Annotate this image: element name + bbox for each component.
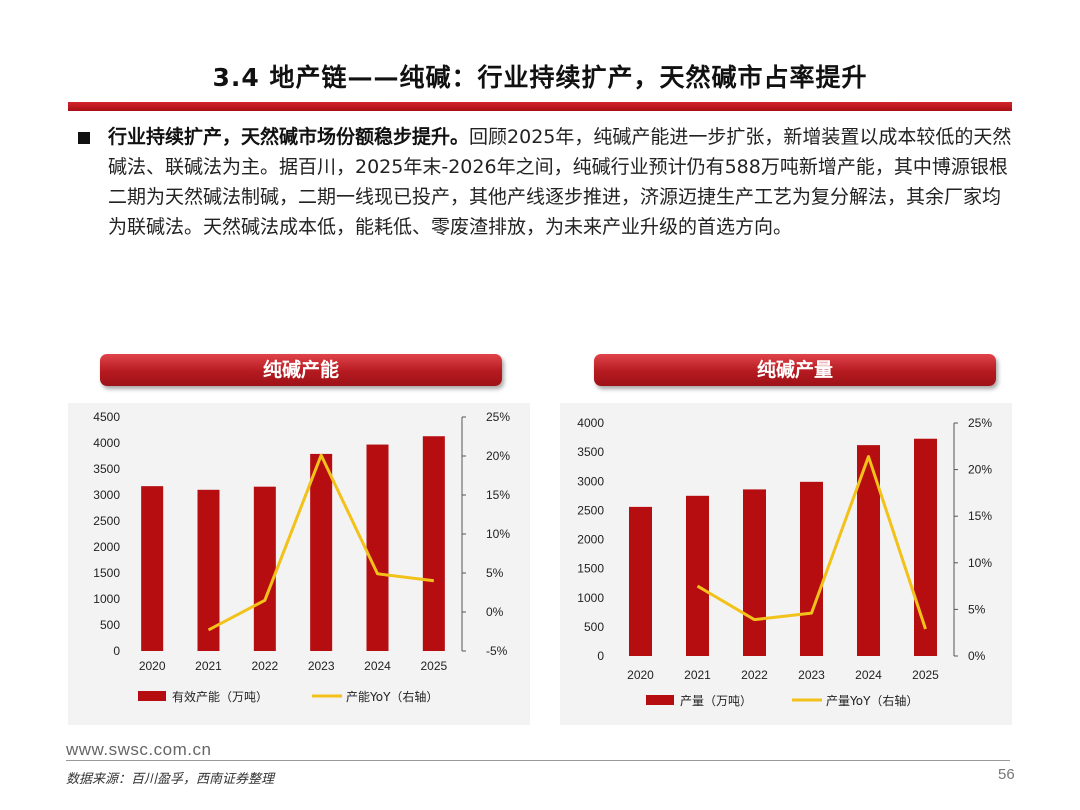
page-title: 3.4 地产链——纯碱：行业持续扩产，天然碱市占率提升 — [212, 63, 868, 92]
bar-2022 — [743, 489, 766, 656]
x-tick-label: 2024 — [855, 668, 882, 682]
y-left-tick-label: 2500 — [93, 514, 120, 528]
legend-bar-swatch — [138, 691, 166, 701]
chart-capacity: 0 500 1000 1500 2000 2500 3000 3500 4000 4500 -5% 0… — [93, 410, 510, 704]
bar-2024 — [366, 444, 389, 651]
legend-label: 产能YoY（右轴） — [346, 689, 438, 704]
y-left-tick-label: 1500 — [93, 566, 120, 580]
legend-label: 有效产能（万吨） — [172, 689, 268, 704]
y-right-tick-label: 0% — [486, 605, 504, 619]
x-tick-label: 2023 — [798, 668, 825, 682]
y-left-tick-label: 2000 — [93, 540, 120, 554]
chart-title-output: 纯碱产量 — [594, 354, 996, 386]
page-number: 56 — [998, 766, 1015, 783]
y-left-tick-label: 3000 — [577, 474, 604, 488]
body-lead: 行业持续扩产，天然碱市场份额稳步提升。 — [108, 126, 470, 148]
y-right-tick-label: 5% — [486, 566, 504, 580]
chart-title-capacity: 纯碱产能 — [100, 354, 502, 386]
y-right-tick-label: 25% — [968, 416, 992, 430]
y-right-tick-label: 25% — [486, 410, 510, 424]
body-paragraph: 行业持续扩产，天然碱市场份额稳步提升。回顾2025年，纯碱产能进一步扩张，新增装… — [108, 122, 1013, 242]
chart-panel-output: 0 500 1000 1500 2000 2500 3000 3500 4000 0% 5% 10% 1… — [560, 403, 1012, 725]
x-tick-label: 2020 — [139, 659, 166, 673]
bar-2021 — [197, 489, 220, 651]
x-tick-label: 2022 — [251, 659, 278, 673]
bar-2023 — [310, 453, 333, 651]
y-right-tick-label: 15% — [486, 488, 510, 502]
bar-2025 — [422, 436, 445, 651]
x-tick-label: 2022 — [741, 668, 768, 682]
footer-url[interactable]: www.swsc.com.cn — [66, 740, 212, 759]
y-left-tick-label: 3500 — [93, 462, 120, 476]
x-tick-label: 2021 — [684, 668, 711, 682]
y-left-tick-label: 0 — [113, 644, 120, 658]
y-left-tick-label: 2500 — [577, 503, 604, 517]
x-tick-label: 2023 — [308, 659, 335, 673]
bar-2024 — [857, 445, 880, 656]
y-left-tick-label: 4500 — [93, 410, 120, 424]
y-right-tick-label: 20% — [486, 449, 510, 463]
y-left-tick-label: 500 — [584, 620, 604, 634]
y-left-tick-label: 500 — [100, 618, 120, 632]
chart-panel-capacity: 0 500 1000 1500 2000 2500 3000 3500 4000 4500 -5% 0… — [68, 403, 530, 725]
y-left-tick-label: 1000 — [577, 591, 604, 605]
y-left-tick-label: 3000 — [93, 488, 120, 502]
legend-bar-swatch — [646, 695, 674, 705]
body-text: 回顾2025年，纯碱产能进一步扩张，新增装置以成本较低的天然碱法、联碱法为主。据… — [108, 126, 1012, 238]
y-right-tick-label: 15% — [968, 509, 992, 523]
y-right-tick-label: 20% — [968, 463, 992, 477]
bar-2023 — [800, 481, 823, 656]
y-left-tick-label: 0 — [597, 649, 604, 663]
y-left-tick-label: 3500 — [577, 445, 604, 459]
x-tick-label: 2025 — [912, 668, 939, 682]
x-tick-label: 2020 — [627, 668, 654, 682]
x-tick-label: 2021 — [195, 659, 222, 673]
bar-2020 — [141, 486, 164, 651]
y-left-tick-label: 1500 — [577, 562, 604, 576]
bullet-square-icon — [78, 132, 90, 144]
bar-2021 — [686, 495, 709, 656]
title-underline — [68, 102, 1012, 111]
legend-label: 产量YoY（右轴） — [826, 693, 918, 708]
legend-label: 产量（万吨） — [680, 694, 752, 708]
y-right-tick-label: 10% — [486, 527, 510, 541]
bar-2022 — [253, 486, 276, 651]
y-right-tick-label: 5% — [968, 602, 986, 616]
y-left-tick-label: 2000 — [577, 533, 604, 547]
footer-source: 数据来源：百川盈孚，西南证券整理 — [66, 772, 275, 787]
x-tick-label: 2024 — [364, 659, 391, 673]
y-left-tick-label: 1000 — [93, 592, 120, 606]
bar-2020 — [629, 506, 652, 656]
y-right-tick-label: 0% — [968, 649, 986, 663]
y-right-tick-label: 10% — [968, 556, 992, 570]
footer-divider — [66, 760, 1010, 761]
x-tick-label: 2025 — [420, 659, 447, 673]
y-right-tick-label: -5% — [486, 644, 508, 658]
bar-2025 — [914, 438, 937, 656]
chart-output: 0 500 1000 1500 2000 2500 3000 3500 4000 0% 5% 10% 1… — [577, 416, 992, 708]
y-left-tick-label: 4000 — [577, 416, 604, 430]
y-left-tick-label: 4000 — [93, 436, 120, 450]
